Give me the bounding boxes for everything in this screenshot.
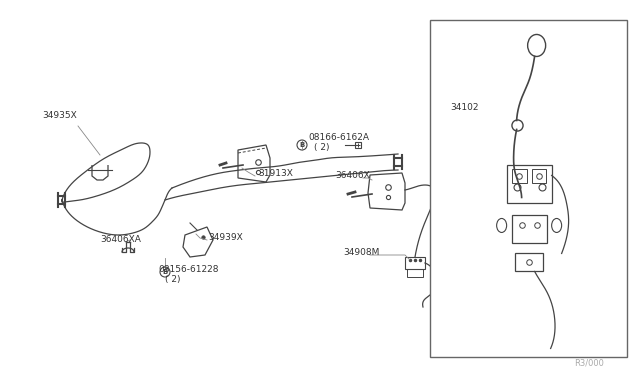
Text: 08166-6162A: 08166-6162A	[308, 133, 369, 142]
Text: ( 2): ( 2)	[165, 275, 180, 284]
Bar	[407, 269, 423, 277]
Text: 36406X: 36406X	[335, 171, 370, 180]
Text: R3/000: R3/000	[574, 358, 604, 367]
Text: B: B	[300, 142, 305, 148]
Bar	[511, 170, 527, 183]
Bar	[507, 166, 552, 203]
Bar	[532, 170, 546, 183]
Text: 34908M: 34908M	[343, 248, 380, 257]
Text: 34939X: 34939X	[208, 233, 243, 242]
Bar	[515, 253, 543, 272]
Bar	[430, 20, 627, 357]
Text: B: B	[163, 269, 168, 275]
Bar	[511, 215, 547, 243]
Text: 36406XA: 36406XA	[100, 235, 141, 244]
Text: ( 2): ( 2)	[314, 143, 330, 152]
Text: 08156-61228: 08156-61228	[158, 265, 218, 274]
Text: 34102: 34102	[450, 103, 479, 112]
Text: 31913X: 31913X	[258, 169, 293, 178]
Text: 34935X: 34935X	[42, 111, 77, 120]
Bar	[405, 257, 425, 269]
